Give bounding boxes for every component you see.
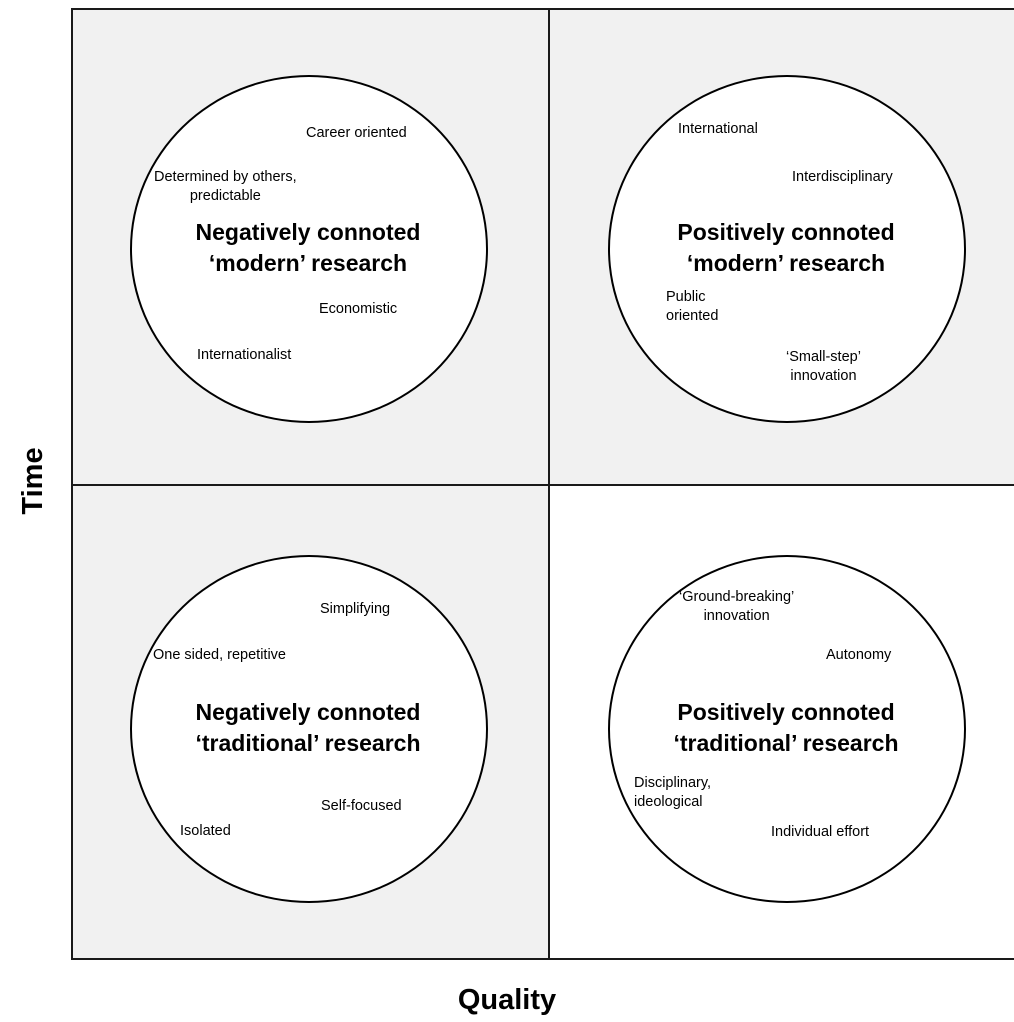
title-line-1: Negatively connoted — [195, 699, 421, 725]
attr-line: ‘Small-step’ — [786, 349, 861, 365]
title-line-1: Positively connoted — [677, 699, 895, 725]
attr-career-oriented: Career oriented — [306, 125, 407, 141]
attr-ground-breaking-innovation: ‘Ground-breaking’ innovation — [679, 588, 794, 626]
attr-isolated: Isolated — [180, 823, 231, 839]
attr-line: Disciplinary, — [634, 775, 712, 791]
attr-line: predictable — [189, 188, 261, 204]
title-line-2: ‘modern’ research — [208, 250, 408, 276]
circle-bottom-left — [130, 555, 488, 903]
attr-self-focused: Self-focused — [321, 798, 402, 814]
attr-individual-effort: Individual effort — [771, 824, 870, 840]
attr-small-step-innovation: ‘Small-step’ innovation — [786, 348, 861, 386]
x-axis-label: Quality — [457, 984, 557, 1016]
attr-line: Determined by others, — [154, 169, 297, 185]
attr-line: Public — [666, 289, 706, 305]
attr-line: innovation — [703, 608, 770, 624]
title-line-2: ‘modern’ research — [686, 250, 886, 276]
title-negative-traditional: Negatively connoted ‘traditional’ resear… — [196, 697, 421, 759]
circle-top-right — [608, 75, 966, 423]
attr-international: International — [678, 121, 758, 137]
title-line-2: ‘traditional’ research — [195, 730, 421, 756]
quadrant-diagram: Negatively connoted ‘modern’ research Ca… — [71, 8, 1014, 960]
attr-line: ‘Ground-breaking’ — [679, 589, 795, 605]
attr-interdisciplinary: Interdisciplinary — [792, 169, 893, 185]
attr-economistic: Economistic — [319, 301, 398, 317]
circle-top-left — [130, 75, 488, 423]
title-line-1: Negatively connoted — [195, 219, 421, 245]
title-positive-traditional: Positively connoted ‘traditional’ resear… — [674, 697, 899, 759]
circle-bottom-right — [608, 555, 966, 903]
title-line-1: Positively connoted — [677, 219, 895, 245]
title-positive-modern: Positively connoted ‘modern’ research — [677, 217, 894, 279]
attr-line: innovation — [790, 368, 857, 384]
y-axis-label: Time — [17, 447, 49, 515]
attr-public-oriented: Public oriented — [666, 288, 718, 326]
attr-autonomy: Autonomy — [826, 647, 892, 663]
attr-one-sided: One sided, repetitive — [153, 647, 286, 663]
attr-line: oriented — [666, 308, 719, 324]
attr-internationalist: Internationalist — [197, 347, 292, 363]
title-negative-modern: Negatively connoted ‘modern’ research — [196, 217, 421, 279]
attr-determined-by-others: Determined by others, predictable — [154, 168, 297, 206]
attr-disciplinary-ideological: Disciplinary, ideological — [634, 774, 711, 812]
title-line-2: ‘traditional’ research — [673, 730, 899, 756]
attr-line: ideological — [634, 794, 703, 810]
attr-simplifying: Simplifying — [320, 601, 391, 617]
